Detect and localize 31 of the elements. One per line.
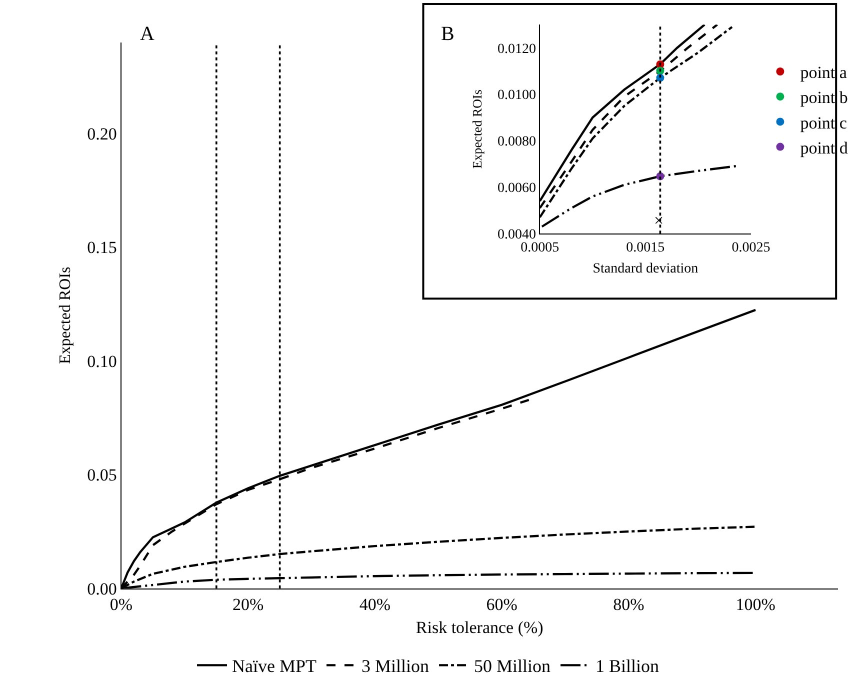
x-tick-label: 80% <box>613 594 644 614</box>
y-tick-label: 0.05 <box>87 466 117 485</box>
x-tick-label: 40% <box>359 594 391 614</box>
y-tick-label: 0.0120 <box>498 42 536 57</box>
legend-label: point b <box>800 88 848 108</box>
x-tick-label: 0.0025 <box>732 240 770 256</box>
x-axis-title: Risk tolerance (%) <box>416 618 544 638</box>
y-tick-label: 0.0060 <box>498 181 536 196</box>
y-tick-label: 0.0100 <box>498 88 536 104</box>
x-tick-label: 60% <box>486 594 518 614</box>
x-tick-label: 0.0015 <box>626 240 665 256</box>
legend-label: 1 Billion <box>596 656 660 676</box>
legend-label: 3 Million <box>362 656 430 676</box>
legend-label: Naïve MPT <box>232 656 316 676</box>
y-tick-label: 0.10 <box>87 352 117 371</box>
annotation: A <box>140 23 155 45</box>
y-tick-label: 0.20 <box>87 124 117 144</box>
y-tick-label: 0.0040 <box>498 227 536 242</box>
x-tick-label: 20% <box>232 594 264 614</box>
y-tick-label: 0.0080 <box>498 134 536 150</box>
legend-label: 50 Million <box>474 656 551 676</box>
y-axis-title: Expected ROIs <box>469 90 484 169</box>
x-tick-label: 0.0005 <box>520 240 560 256</box>
x-tick-label: 100% <box>736 594 776 614</box>
annotation: B <box>441 23 454 45</box>
legend-label: point a <box>800 63 848 82</box>
y-tick-label: 0.15 <box>87 238 117 258</box>
legend-label: point d <box>800 138 848 158</box>
legend-label: point c <box>800 113 848 132</box>
x-axis-title: Standard deviation <box>592 262 698 277</box>
y-axis-title: Expected ROIs <box>57 266 74 364</box>
